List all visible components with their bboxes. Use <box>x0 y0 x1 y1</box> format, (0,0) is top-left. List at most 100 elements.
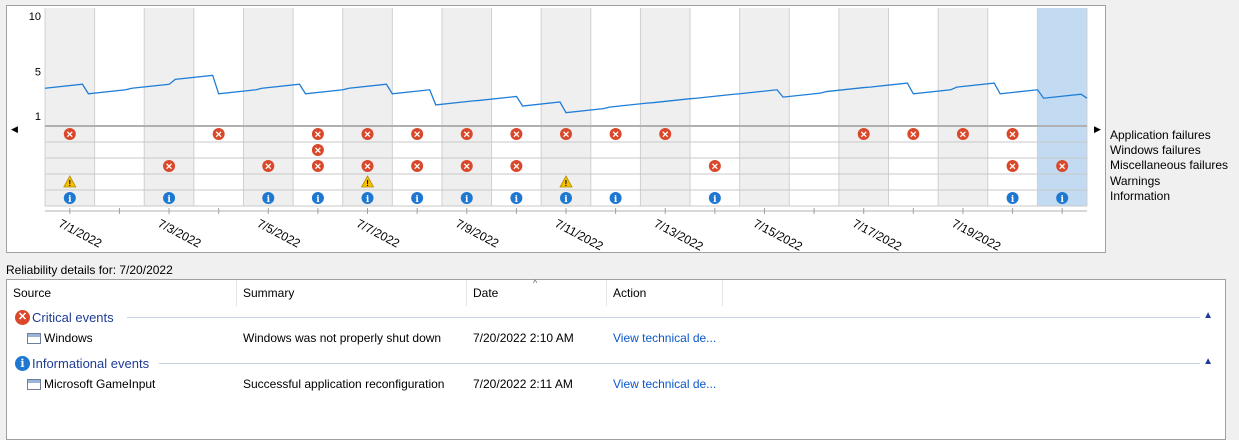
column-header-date[interactable]: Date <box>467 280 607 306</box>
info-mark: i <box>415 195 419 205</box>
error-icon[interactable] <box>460 160 473 172</box>
chart-column-4[interactable] <box>243 8 294 206</box>
chart-column-13[interactable] <box>690 8 740 206</box>
chart-column-7[interactable] <box>392 8 442 206</box>
group-divider <box>127 317 1200 318</box>
group-title: Informational events <box>32 355 150 371</box>
error-icon[interactable] <box>163 160 176 172</box>
error-icon[interactable] <box>510 160 523 172</box>
error-icon[interactable] <box>1006 160 1019 172</box>
warning-icon[interactable] <box>360 175 375 188</box>
collapse-chevron-icon[interactable]: ▲ <box>1203 310 1213 321</box>
info-icon[interactable] <box>609 192 622 204</box>
error-icon[interactable] <box>708 160 721 172</box>
error-icon[interactable] <box>1006 128 1019 140</box>
error-icon[interactable] <box>361 160 374 172</box>
error-mark: ✕ <box>66 130 74 140</box>
info-mark: i <box>713 195 717 205</box>
column-header-action[interactable]: Action <box>607 280 723 306</box>
chart-column-9[interactable] <box>491 8 542 206</box>
error-icon[interactable] <box>560 128 572 140</box>
error-icon[interactable] <box>411 128 424 140</box>
info-icon[interactable] <box>560 192 572 204</box>
scroll-right-arrow-icon[interactable]: ▶ <box>1094 124 1101 134</box>
column-header-summary[interactable]: Summary <box>237 280 467 306</box>
group-informational-events[interactable]: i Informational events <box>15 353 149 373</box>
reliability-chart-svg[interactable]: 10 5 1 ✕ ✕ ✕ ✕ ✕ ✕ ✕ ✕ ✕ ✕ ✕ ✕ ✕ ✕ ✕ ✕ ✕ ✕ ✕ ✕ ✕ ✕ ✕ ✕ ✕!! ! i i i i i i i i… <box>7 6 1107 254</box>
error-icon[interactable] <box>956 128 969 140</box>
error-mark: ✕ <box>463 162 471 172</box>
x-date-label: 7/1/2022 <box>56 216 104 250</box>
chart-column-17[interactable] <box>888 8 939 206</box>
view-technical-details-link[interactable]: View technical de... <box>613 331 717 345</box>
error-icon[interactable] <box>311 128 324 140</box>
chart-column-19[interactable] <box>987 8 1038 206</box>
error-icon: ✕ <box>15 309 30 325</box>
info-icon[interactable] <box>262 192 275 204</box>
scroll-left-arrow-icon[interactable]: ◀ <box>11 124 18 134</box>
info-icon[interactable] <box>411 192 424 204</box>
info-icon[interactable] <box>460 192 473 204</box>
chart-column-18[interactable] <box>938 8 988 206</box>
error-mark: ✕ <box>165 162 173 172</box>
error-icon[interactable] <box>212 128 225 140</box>
error-icon[interactable] <box>460 128 473 140</box>
info-icon[interactable] <box>1006 192 1019 204</box>
legend-windows-failures: Windows failures <box>1110 143 1201 158</box>
info-icon[interactable] <box>708 192 721 204</box>
chart-column-1[interactable] <box>94 8 145 206</box>
chart-column-5[interactable] <box>293 8 343 206</box>
group-critical-events[interactable]: ✕ Critical events <box>15 307 114 327</box>
error-icon[interactable] <box>510 128 523 140</box>
error-mark: ✕ <box>215 130 223 140</box>
info-icon[interactable] <box>510 192 523 204</box>
error-mark: ✕ <box>959 130 967 140</box>
error-icon[interactable] <box>857 128 870 140</box>
collapse-chevron-icon[interactable]: ▲ <box>1203 356 1213 367</box>
error-icon[interactable] <box>1056 160 1069 172</box>
error-icon[interactable] <box>311 160 324 172</box>
warning-mark: ! <box>68 179 71 188</box>
info-icon[interactable] <box>163 192 176 204</box>
warning-mark: ! <box>565 179 568 188</box>
warning-icon[interactable] <box>63 175 77 188</box>
column-header-source[interactable]: Source <box>7 280 237 306</box>
reliability-chart[interactable]: 10 5 1 ✕ ✕ ✕ ✕ ✕ ✕ ✕ ✕ ✕ ✕ ✕ ✕ ✕ ✕ ✕ ✕ ✕ ✕ ✕ ✕ ✕ ✕ ✕ ✕ ✕!!! i i i i i i i i… <box>6 5 1107 254</box>
error-icon[interactable] <box>262 160 275 172</box>
error-icon[interactable] <box>659 128 672 140</box>
chart-column-8[interactable] <box>441 8 492 206</box>
info-mark: i <box>267 195 271 205</box>
error-icon[interactable] <box>609 128 622 140</box>
info-mark: i <box>564 195 568 205</box>
warning-icon[interactable] <box>559 175 573 188</box>
chart-column-6[interactable] <box>342 8 393 206</box>
chart-column-10[interactable] <box>541 8 591 206</box>
error-icon[interactable] <box>311 144 324 156</box>
chart-column-15[interactable] <box>789 8 839 206</box>
error-icon[interactable] <box>411 160 424 172</box>
info-icon[interactable] <box>1056 192 1069 204</box>
chart-column-3[interactable] <box>193 8 244 206</box>
info-icon[interactable] <box>361 192 374 204</box>
error-mark: ✕ <box>910 130 918 140</box>
chart-column-14[interactable] <box>739 8 790 206</box>
table-row[interactable]: Windows Windows was not properly shut do… <box>7 327 1225 349</box>
event-legend: Application failures Windows failures Mi… <box>1110 128 1228 204</box>
info-mark: i <box>68 195 72 205</box>
group-divider <box>159 363 1200 364</box>
error-icon[interactable] <box>63 128 76 140</box>
error-mark: ✕ <box>314 146 322 156</box>
error-icon[interactable] <box>907 128 920 140</box>
view-technical-details-link[interactable]: View technical de... <box>613 377 717 391</box>
info-icon[interactable] <box>311 192 324 204</box>
chart-column-20[interactable] <box>1037 8 1087 206</box>
chart-column-16[interactable] <box>838 8 889 206</box>
chart-column-0[interactable] <box>45 8 95 206</box>
table-row[interactable]: Microsoft GameInput Successful applicati… <box>7 373 1225 395</box>
error-mark: ✕ <box>364 130 372 140</box>
info-icon[interactable] <box>63 192 76 204</box>
chart-column-12[interactable] <box>640 8 691 206</box>
error-icon[interactable] <box>361 128 374 140</box>
chart-column-2[interactable] <box>144 8 194 206</box>
error-mark: ✕ <box>1058 162 1066 172</box>
